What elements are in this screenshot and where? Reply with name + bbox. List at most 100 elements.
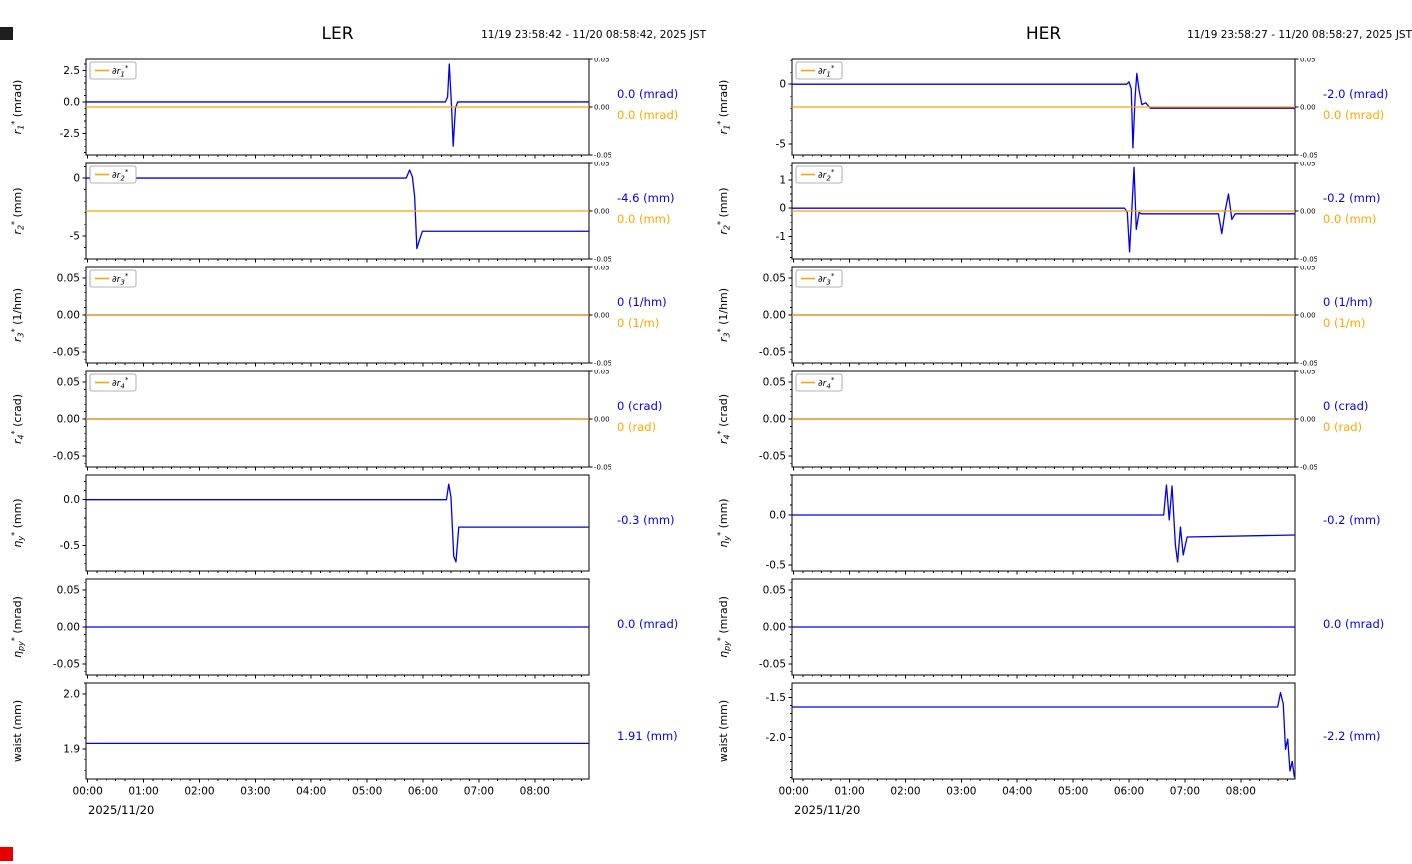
svg-text:08:00: 08:00 [520, 786, 550, 798]
svg-text:05:00: 05:00 [1058, 786, 1088, 798]
legend: ∂r2* [89, 165, 137, 184]
blue-series-line [792, 72, 1295, 149]
svg-text:2.0: 2.0 [63, 688, 80, 700]
svg-text:0: 0 [73, 173, 80, 185]
svg-text:02:00: 02:00 [184, 786, 214, 798]
readout-value: -2.0 (mrad) [1323, 86, 1389, 101]
subplot-chart: 2.5 0.0 -2.5 0.05 0.00 -0.05 ∂r1* r1* (mrad) [10, 58, 611, 160]
subplot-chart: 0.05 0.00 -0.05 0.05 0.00 -0.05 ∂r4* r4* (crad) [716, 370, 1317, 472]
svg-text:0.00: 0.00 [763, 622, 786, 634]
svg-text:-0.05: -0.05 [53, 346, 80, 358]
svg-text:00:00: 00:00 [73, 786, 103, 798]
legend-label: ∂r1* [818, 64, 835, 79]
svg-text:0.00: 0.00 [57, 310, 80, 322]
svg-text:0: 0 [779, 79, 786, 91]
her-header: HER 11/19 23:58:27 - 11/20 08:58:27, 202… [714, 14, 1412, 58]
subplot-chart: 0.0 -0.5 ηy* (mm) [10, 474, 590, 575]
legend: ∂r4* [89, 373, 137, 392]
svg-text:0.00: 0.00 [763, 414, 786, 426]
subplot-row: 2.5 0.0 -2.5 0.05 0.00 -0.05 ∂r1* r1* (mrad) 0.0… [8, 58, 706, 162]
readout-value: 0.0 (mrad) [617, 617, 679, 631]
subplot-readouts: -2.2 (mm) [1317, 676, 1412, 796]
readout-value: 0.0 (mrad) [617, 107, 679, 122]
svg-text:0.00: 0.00 [57, 622, 80, 634]
subplot-readouts: 0 (1/hm) 0 (1/m) [1317, 260, 1412, 364]
legend-label: ∂r2* [112, 168, 129, 183]
svg-text:0.0: 0.0 [63, 494, 80, 506]
svg-text:0.00: 0.00 [1300, 312, 1316, 320]
svg-text:0.05: 0.05 [57, 377, 80, 389]
readout-value: -0.3 (mm) [617, 513, 675, 527]
subplot-chart: 0 -5 0.05 0.00 -0.05 ∂r1* r1* (mrad) [716, 58, 1317, 160]
subplot-chart: 0.05 0.00 -0.05 0.05 0.00 -0.05 ∂r3* r3* (1/hm) [716, 266, 1317, 368]
readout-value: 0.0 (mm) [1323, 211, 1377, 226]
y-axis-label: waist (mm) [717, 700, 730, 762]
svg-text:02:00: 02:00 [890, 786, 920, 798]
svg-text:-0.05: -0.05 [1300, 256, 1317, 264]
svg-text:-0.05: -0.05 [594, 464, 611, 472]
svg-text:03:00: 03:00 [946, 786, 976, 798]
svg-text:-0.05: -0.05 [759, 658, 786, 670]
svg-text:1.9: 1.9 [63, 743, 80, 755]
subplot-chart: -1.5 -2.0 00:00 01:00 02:00 03:00 04:00 05:00 06… [717, 682, 1296, 798]
y-axis-label: ηpy* (mrad) [10, 596, 26, 658]
svg-text:0.00: 0.00 [1300, 416, 1316, 424]
y-axis-label: r4* (crad) [10, 394, 26, 444]
ler-date-label: 2025/11/20 [88, 803, 155, 817]
svg-text:0.0: 0.0 [63, 96, 80, 108]
readout-value: 1.91 (mm) [617, 729, 678, 743]
svg-text:06:00: 06:00 [408, 786, 438, 798]
svg-text:0.00: 0.00 [594, 416, 610, 424]
legend: ∂r3* [89, 269, 137, 288]
svg-text:-0.5: -0.5 [60, 540, 81, 552]
svg-text:0.05: 0.05 [763, 273, 786, 285]
ler-time-range: 11/19 23:58:42 - 11/20 08:58:42, 2025 JS… [481, 29, 706, 41]
readout-value: 0 (rad) [1323, 419, 1363, 434]
legend-label: ∂r1* [112, 64, 129, 79]
readout-value: 0.0 (mrad) [1323, 107, 1385, 122]
svg-text:0.05: 0.05 [1300, 370, 1316, 376]
svg-text:01:00: 01:00 [128, 786, 158, 798]
subplot-readouts: 0.0 (mrad) [611, 572, 706, 676]
subplot-readouts: -0.3 (mm) [611, 468, 706, 572]
svg-text:07:00: 07:00 [1170, 786, 1200, 798]
subplot-row: 2.0 1.9 00:00 01:00 02:00 03:00 04:00 05:00 06:0… [8, 682, 706, 802]
svg-text:-0.05: -0.05 [53, 658, 80, 670]
subplot-row: 0.0 -0.5 ηy* (mm) -0.3 (mm) [8, 474, 706, 578]
y-axis-label: r4* (crad) [716, 394, 732, 444]
subplot-row: 1 0 -1 0.05 0.00 -0.05 ∂r2* r2* (mm) -0.2 (mm) 0.… [714, 162, 1412, 266]
svg-text:-0.05: -0.05 [1300, 152, 1317, 160]
svg-text:0.05: 0.05 [57, 273, 80, 285]
subplot-chart: 0.05 0.00 -0.05 ηpy* (mrad) [10, 578, 590, 679]
subplot-readouts: 0.0 (mrad) [1317, 572, 1412, 676]
y-axis-label: waist (mm) [11, 700, 24, 762]
svg-text:0.05: 0.05 [594, 58, 610, 64]
readout-value: 0 (1/m) [1323, 315, 1366, 330]
blue-series-line [86, 483, 589, 563]
her-title: HER [1025, 24, 1062, 44]
svg-text:0.05: 0.05 [763, 377, 786, 389]
readout-value: -0.2 (mm) [1323, 513, 1381, 527]
ler-header: LER 11/19 23:58:42 - 11/20 08:58:42, 202… [8, 14, 706, 58]
her-panel: HER 11/19 23:58:27 - 11/20 08:58:27, 202… [714, 14, 1412, 817]
subplot-row: 0.05 0.00 -0.05 0.05 0.00 -0.05 ∂r3* r3* (1/hm)… [8, 266, 706, 370]
ler-panel: LER 11/19 23:58:42 - 11/20 08:58:42, 202… [8, 14, 706, 817]
subplot-chart: 0 -5 0.05 0.00 -0.05 ∂r2* r2* (mm) [10, 162, 611, 264]
svg-text:-5: -5 [776, 139, 786, 151]
svg-text:-2.0: -2.0 [766, 732, 787, 744]
readout-value: 0.0 (mm) [617, 211, 671, 226]
subplot-chart: 1 0 -1 0.05 0.00 -0.05 ∂r2* r2* (mm) [716, 162, 1317, 264]
readout-value: 0 (1/hm) [1323, 294, 1373, 309]
svg-text:0.00: 0.00 [1300, 104, 1316, 112]
subplot-row: 0.05 0.00 -0.05 ηpy* (mrad) 0.0 (mrad) [714, 578, 1412, 682]
blue-series-line [792, 484, 1295, 563]
svg-text:-0.5: -0.5 [766, 560, 787, 572]
subplot-row: 0.05 0.00 -0.05 0.05 0.00 -0.05 ∂r4* r4* (crad)… [714, 370, 1412, 474]
y-axis-label: ηpy* (mrad) [716, 596, 732, 658]
subplot-row: 0.05 0.00 -0.05 0.05 0.00 -0.05 ∂r3* r3* (1/hm)… [714, 266, 1412, 370]
svg-text:05:00: 05:00 [352, 786, 382, 798]
legend: ∂r2* [795, 165, 843, 184]
svg-text:00:00: 00:00 [779, 786, 809, 798]
svg-text:-2.5: -2.5 [60, 128, 81, 140]
subplot-row: -1.5 -2.0 00:00 01:00 02:00 03:00 04:00 05:00 06… [714, 682, 1412, 802]
